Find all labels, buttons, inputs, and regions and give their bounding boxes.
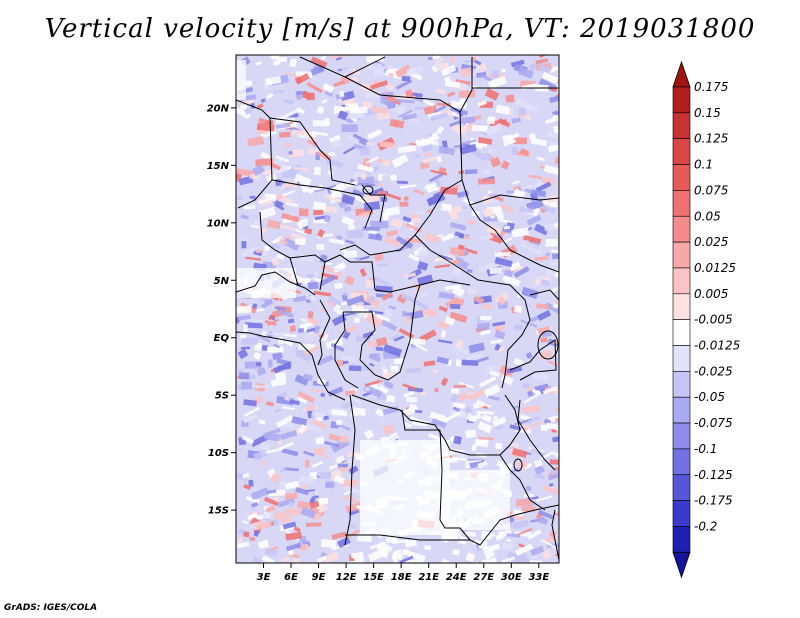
colorbar-cap-top [672,60,691,88]
y-tick-label: 5N [214,276,230,287]
colorbar-label: -0.075 [694,416,733,430]
y-tick-label: 15N [207,161,230,172]
colorbar-label: 0.05 [694,209,721,223]
x-tick-label: 18E [391,572,412,583]
colorbar-swatch [672,396,691,424]
x-tick-label: 6E [284,572,298,583]
y-tick-label: 10N [207,218,230,229]
x-axis: 3E 6E 9E 12E 15E 18E 21E 24E 27E 30E 33E [257,563,549,583]
colorbar-swatch [672,526,691,553]
map-frame [235,54,560,564]
y-tick-label: 10S [208,448,229,459]
colorbar-swatch [672,241,691,269]
colorbar-label: -0.175 [694,494,733,508]
colorbar-swatch [672,371,691,398]
colorbar-swatch [672,215,691,243]
y-tick-label: 5S [215,391,229,402]
colorbar-label: 0.175 [694,80,728,94]
x-tick-label: 3E [257,572,271,583]
colorbar-swatch [672,86,691,114]
colorbar-cap-bottom [672,551,691,579]
y-tick-label: 20N [207,103,230,114]
colorbar-swatch [672,500,691,527]
colorbar-label: -0.125 [694,468,733,482]
country-borders [236,56,559,561]
colorbar-label: -0.2 [694,519,717,533]
x-tick-label: 15E [363,572,384,583]
colorbar-swatch [672,474,691,501]
colorbar-label: 0.0125 [694,261,736,275]
colorbar-label: 0.075 [694,183,728,197]
colorbar-swatch [672,422,691,450]
colorbar-swatch [672,267,691,295]
colorbar-label: -0.025 [694,364,733,378]
x-tick-label: 21E [418,572,439,583]
colorbar-swatch [672,164,691,191]
colorbar-label: 0.005 [694,287,728,301]
colorbar-label: -0.1 [694,442,717,456]
chart-title: Vertical velocity [m/s] at 900hPa, VT: 2… [44,14,756,44]
y-tick-label: EQ [214,333,230,344]
colorbar-swatch [672,190,691,217]
colorbar-swatch [672,319,691,346]
x-tick-label: 30E [501,572,522,583]
colorbar-swatch [672,345,691,372]
grads-credit: GrADS: IGES/COLA [4,603,98,613]
colorbar-label: -0.05 [694,390,725,404]
colorbar-label: -0.0125 [694,339,740,353]
x-tick-label: 9E [312,572,326,583]
x-tick-label: 27E [473,572,494,583]
colorbar-label: 0.15 [694,106,721,120]
x-tick-label: 12E [336,572,357,583]
y-axis: 20N 15N 10N 5N EQ 5S 10S 15S [207,103,236,517]
colorbar-label: 0.025 [694,235,728,249]
colorbar-swatch [672,138,691,165]
vertical-velocity-field [236,55,559,563]
x-tick-label: 33E [528,572,549,583]
colorbar-label: 0.125 [694,132,728,146]
colorbar: 0.175 0.15 0.125 0.1 0.075 0.05 0.025 0.0125 0.0… [672,60,740,579]
colorbar-swatch [672,293,691,320]
colorbar-label: -0.005 [694,313,733,327]
colorbar-swatch [672,448,691,476]
colorbar-label: 0.1 [694,158,713,172]
colorbar-swatch [672,112,691,139]
x-tick-label: 24E [446,572,467,583]
y-tick-label: 15S [208,506,229,517]
